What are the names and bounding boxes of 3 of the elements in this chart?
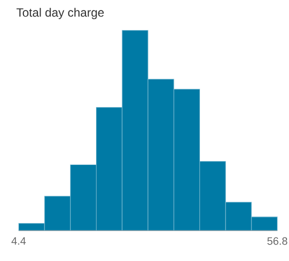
chart-title: Total day charge [16,8,104,20]
text: 56.8 [267,237,288,245]
text: 4.4 [12,237,26,245]
